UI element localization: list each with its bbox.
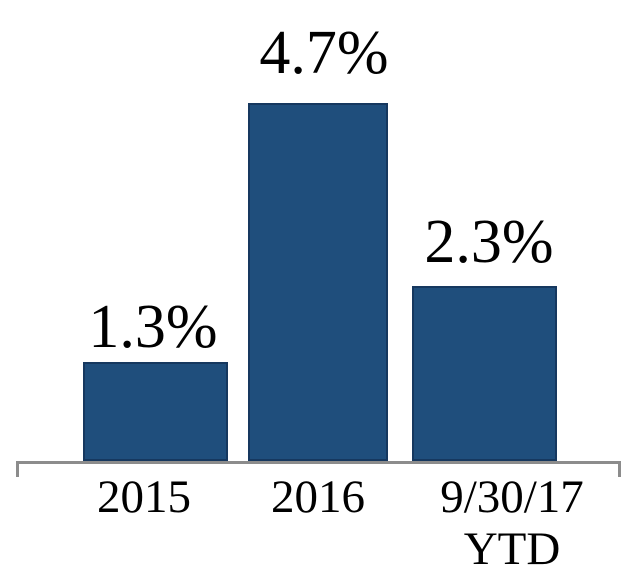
x-axis-right-tick [618,461,621,477]
x-axis-left-tick [16,461,19,477]
x-tick-label-9-30-17-ytd: 9/30/17 YTD [440,471,584,575]
x-tick-label-2015: 2015 [97,471,191,523]
data-label-2016: 4.7% [259,19,389,87]
x-tick-label-2015-line1: 2015 [97,471,191,523]
x-tick-label-ytd-line2: YTD [463,523,561,575]
x-tick-label-2016-line1: 2016 [271,471,365,523]
data-label-9-30-17-ytd: 2.3% [424,208,554,276]
bar-2016 [248,103,388,461]
x-tick-label-9-30-17-line1: 9/30/17 [440,471,584,523]
x-tick-label-2016: 2016 [271,471,365,523]
x-axis-line [16,461,621,464]
bar-9-30-17-ytd [412,286,557,461]
bar-2015 [83,362,228,461]
data-label-2015: 1.3% [88,293,218,361]
